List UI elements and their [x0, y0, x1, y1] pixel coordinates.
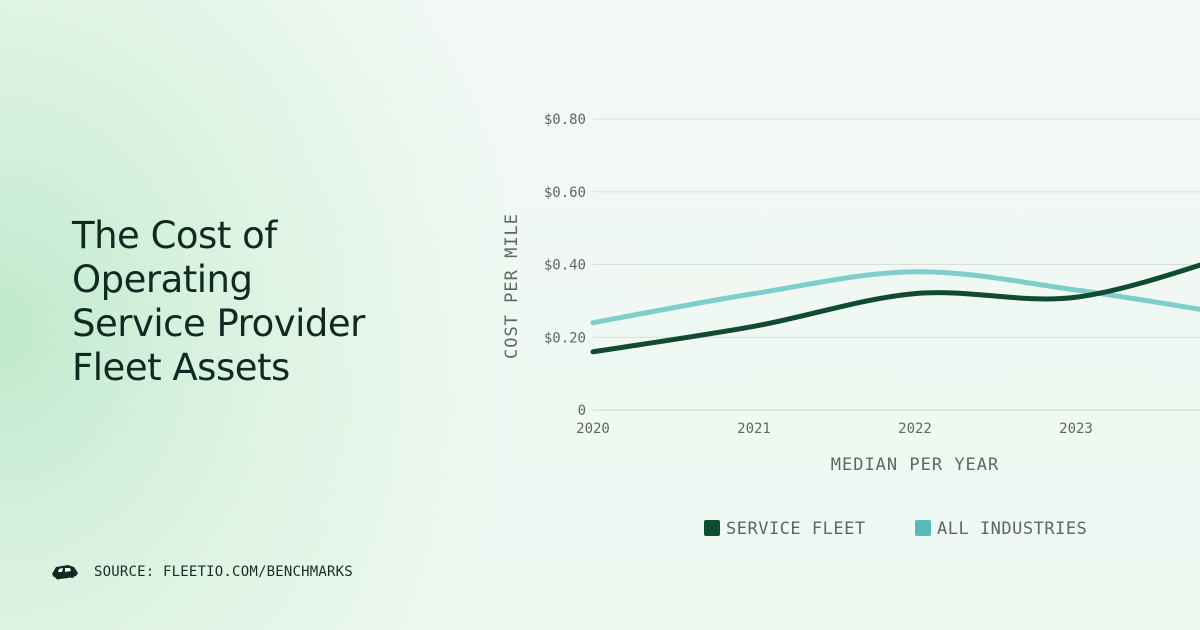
legend: SERVICE FLEET ALL INDUSTRIES: [704, 519, 1087, 539]
y-tick-label: $0.80: [544, 112, 586, 128]
x-tick-label: 2023: [1059, 421, 1093, 437]
source-credit: SOURCE: FLEETIO.COM/BENCHMARKS: [50, 562, 353, 582]
y-tick-label: $0.40: [544, 258, 586, 274]
x-axis-ticks: 2020 2021 2022 2023: [576, 421, 1093, 437]
title-line: Fleet Assets: [72, 346, 290, 389]
x-tick-label: 2020: [576, 421, 610, 437]
legend-swatch-all-industries: [915, 520, 931, 536]
page-title: The Cost of Operating Service Provider F…: [72, 214, 412, 390]
legend-swatch-service-fleet: [704, 520, 720, 536]
y-tick-label: $0.20: [544, 330, 586, 346]
series-line-service-fleet: [590, 262, 1200, 355]
y-axis-title: COST PER MILE: [502, 213, 522, 359]
series-lines: [590, 262, 1200, 355]
series-line-all-industries: [590, 269, 1200, 326]
legend-label-service-fleet: SERVICE FLEET: [726, 519, 866, 539]
car-icon: [52, 565, 78, 580]
x-axis-title: MEDIAN PER YEAR: [831, 455, 1000, 475]
title-line: Operating: [72, 258, 253, 301]
grid: [593, 118, 1200, 411]
title-line: The Cost of: [72, 214, 277, 257]
title-line: Service Provider: [72, 302, 365, 345]
x-tick-label: 2021: [737, 421, 771, 437]
x-tick-label: 2022: [898, 421, 932, 437]
legend-label-all-industries: ALL INDUSTRIES: [937, 519, 1087, 539]
y-tick-label: 0: [578, 403, 586, 419]
y-axis-ticks: $0.80 $0.60 $0.40 $0.20 0: [544, 112, 586, 419]
y-tick-label: $0.60: [544, 185, 586, 201]
source-text: SOURCE: FLEETIO.COM/BENCHMARKS: [94, 564, 353, 580]
